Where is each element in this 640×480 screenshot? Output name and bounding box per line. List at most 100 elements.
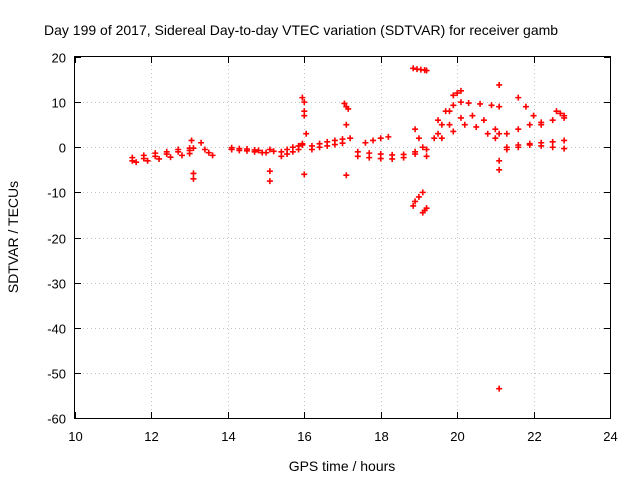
data-point bbox=[190, 175, 197, 182]
data-point bbox=[415, 193, 422, 200]
data-point bbox=[503, 146, 510, 153]
data-point bbox=[167, 154, 174, 161]
x-tick-label: 12 bbox=[144, 429, 158, 444]
y-tick-label: 10 bbox=[52, 96, 66, 111]
data-point bbox=[465, 100, 472, 107]
data-point bbox=[410, 202, 417, 209]
y-tick-label: -20 bbox=[47, 232, 66, 247]
data-point bbox=[450, 128, 457, 135]
data-point bbox=[431, 135, 438, 142]
x-tick-label: 20 bbox=[450, 429, 464, 444]
data-point bbox=[530, 112, 537, 119]
data-point bbox=[144, 157, 151, 164]
data-point bbox=[377, 135, 384, 142]
data-point bbox=[477, 100, 484, 107]
series-arc-13 bbox=[308, 140, 346, 153]
data-point bbox=[435, 117, 442, 124]
series-arc-19 bbox=[410, 189, 426, 209]
data-point bbox=[553, 108, 560, 115]
data-point bbox=[538, 142, 545, 149]
data-point bbox=[473, 123, 480, 130]
data-point bbox=[496, 166, 503, 173]
data-point bbox=[354, 153, 361, 160]
data-point bbox=[419, 189, 426, 196]
series-arc-26 bbox=[450, 87, 464, 99]
data-point bbox=[515, 94, 522, 101]
series-arc-03 bbox=[133, 150, 193, 166]
data-point bbox=[480, 117, 487, 124]
series-arc-10 bbox=[278, 140, 306, 155]
data-point bbox=[343, 121, 350, 128]
series-arc-14 bbox=[341, 100, 352, 179]
data-point bbox=[343, 172, 350, 179]
data-point bbox=[526, 121, 533, 128]
data-point bbox=[410, 65, 417, 72]
data-point bbox=[308, 146, 315, 153]
data-point bbox=[347, 135, 354, 142]
data-point bbox=[446, 121, 453, 128]
data-point bbox=[461, 121, 468, 128]
data-point bbox=[496, 103, 503, 110]
series-arc-17 bbox=[362, 133, 392, 146]
data-point bbox=[163, 148, 170, 155]
series-arc-28 bbox=[503, 137, 568, 151]
data-point bbox=[324, 142, 331, 149]
data-point bbox=[236, 145, 243, 152]
data-point bbox=[295, 142, 302, 149]
data-point bbox=[201, 146, 208, 153]
data-point bbox=[140, 152, 147, 159]
data-point bbox=[435, 130, 442, 137]
data-point bbox=[289, 144, 296, 151]
axis-ticks bbox=[75, 57, 611, 419]
data-point bbox=[522, 103, 529, 110]
data-point bbox=[190, 170, 197, 177]
data-point bbox=[188, 137, 195, 144]
data-point bbox=[488, 102, 495, 109]
data-point bbox=[561, 145, 568, 152]
data-point bbox=[549, 144, 556, 151]
data-point bbox=[419, 144, 426, 151]
data-point bbox=[557, 110, 564, 117]
data-point bbox=[370, 137, 377, 144]
data-point bbox=[496, 130, 503, 137]
data-point bbox=[484, 130, 491, 137]
data-point bbox=[179, 152, 185, 159]
series-arc-24 bbox=[435, 112, 503, 137]
data-point bbox=[496, 81, 503, 88]
data-point bbox=[400, 154, 407, 161]
y-tick-label: -30 bbox=[47, 277, 66, 292]
series-arc-21 bbox=[412, 126, 430, 160]
data-point bbox=[492, 126, 499, 133]
data-point bbox=[278, 148, 285, 155]
x-tick-label: 10 bbox=[68, 429, 82, 444]
data-point bbox=[301, 171, 308, 178]
chart-title: Day 199 of 2017, Sidereal Day-to-day VTE… bbox=[44, 22, 558, 38]
y-tick-label: -60 bbox=[47, 412, 66, 427]
series-arc-16 bbox=[354, 151, 419, 162]
x-tick-label: 24 bbox=[603, 429, 617, 444]
data-point bbox=[129, 154, 136, 161]
data-point bbox=[496, 385, 503, 392]
data-point bbox=[341, 100, 348, 107]
data-point bbox=[301, 112, 308, 119]
data-point bbox=[561, 137, 568, 144]
data-point bbox=[228, 144, 235, 151]
data-point bbox=[266, 146, 273, 153]
data-point bbox=[266, 178, 273, 185]
series-arc-25 bbox=[438, 121, 499, 142]
data-point bbox=[450, 92, 457, 99]
series-arc-05 bbox=[198, 139, 216, 159]
y-tick-label: -40 bbox=[47, 322, 66, 337]
series-arc-09 bbox=[278, 141, 306, 160]
series-arc-08 bbox=[263, 146, 277, 185]
data-point bbox=[457, 87, 464, 94]
data-point bbox=[316, 144, 323, 151]
data-point bbox=[561, 112, 568, 119]
data-point bbox=[255, 147, 262, 154]
y-tick-label: 20 bbox=[52, 51, 66, 66]
series-arc-29 bbox=[503, 114, 568, 137]
data-point bbox=[133, 159, 140, 166]
series-arc-23 bbox=[435, 99, 503, 124]
data-point bbox=[243, 146, 250, 153]
